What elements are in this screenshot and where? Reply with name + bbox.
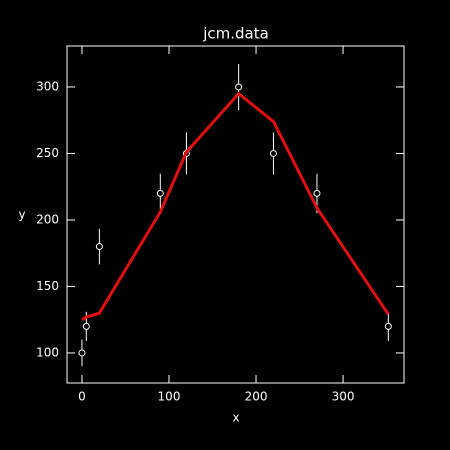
data-point [235, 83, 243, 91]
data-point [384, 322, 392, 330]
y-tick-label: 100 [36, 345, 59, 359]
data-point [82, 322, 90, 330]
data-point [313, 189, 321, 197]
x-tick-label: 300 [332, 390, 355, 404]
data-point [78, 349, 86, 357]
data-point [269, 149, 277, 157]
y-tick-label: 300 [36, 79, 59, 93]
y-tick-label: 150 [36, 279, 59, 293]
x-tick-label: 200 [245, 390, 268, 404]
x-tick-label: 100 [158, 390, 181, 404]
x-tick-label: 0 [78, 390, 86, 404]
model-line [81, 91, 390, 321]
y-tick-label: 250 [36, 146, 59, 160]
x-axis-label: x [232, 411, 239, 425]
y-tick-label: 200 [36, 212, 59, 226]
y-axis-label: y [18, 208, 25, 222]
plot-frame [66, 45, 405, 384]
data-point [95, 243, 103, 251]
data-point [156, 189, 164, 197]
chart-title: jcm.data [202, 25, 269, 43]
